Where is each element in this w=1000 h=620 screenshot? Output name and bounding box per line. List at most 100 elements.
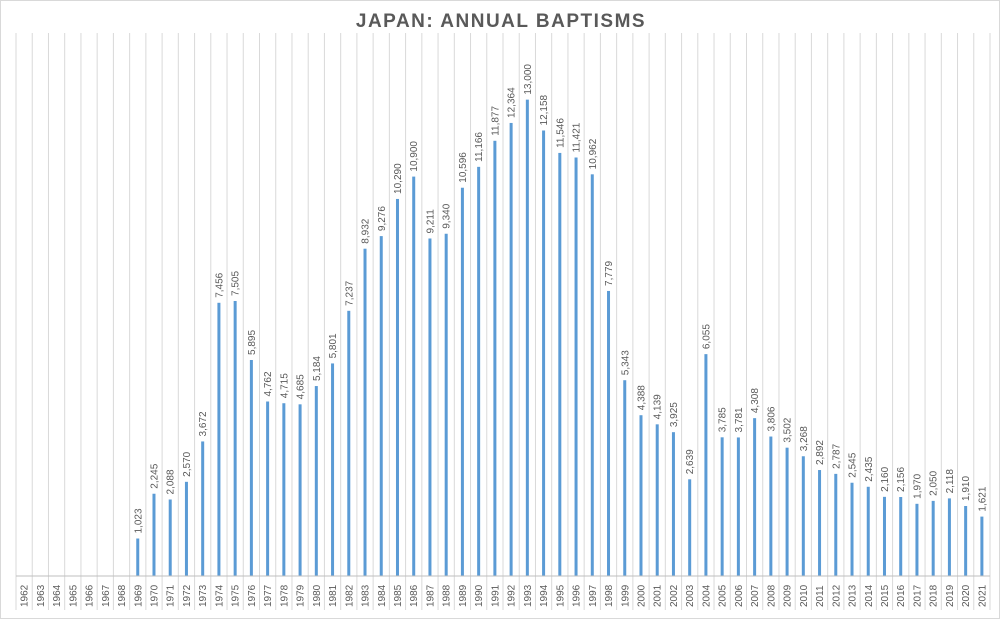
data-label: 10,900 <box>409 141 420 172</box>
data-labels: 1,023 2,245 2,088 2,570 3,672 7,456 7,505 5,895… <box>133 64 988 534</box>
data-label: 2,435 <box>864 456 875 481</box>
bar <box>347 310 351 576</box>
data-label: 4,139 <box>653 394 664 419</box>
data-label: 12,364 <box>507 87 518 118</box>
bar <box>623 380 627 576</box>
x-tick-label: 2010 <box>799 584 810 607</box>
bars <box>136 99 984 577</box>
bar <box>720 437 724 576</box>
data-label: 3,268 <box>799 426 810 451</box>
x-tick-label: 2011 <box>815 585 826 607</box>
bar <box>136 538 140 576</box>
x-tick-label: 2021 <box>977 584 988 607</box>
data-label: 3,781 <box>734 407 745 432</box>
x-tick-label: 1969 <box>133 584 144 607</box>
bar <box>152 493 156 576</box>
x-tick-label: 2008 <box>766 584 777 607</box>
data-label: 3,672 <box>198 411 209 436</box>
x-tick-label: 1994 <box>539 584 550 607</box>
bar <box>899 496 903 576</box>
x-tick-label: 1982 <box>344 584 355 607</box>
x-tick-label: 1962 <box>20 584 31 607</box>
bar <box>395 198 399 576</box>
bar <box>477 166 481 576</box>
data-label: 5,895 <box>247 330 258 355</box>
data-label: 3,502 <box>783 417 794 442</box>
x-tick-label: 2016 <box>896 584 907 607</box>
x-tick-label: 1984 <box>377 584 388 607</box>
bar <box>542 130 546 576</box>
bar <box>850 482 854 576</box>
x-tick-label: 2003 <box>685 584 696 607</box>
x-tick-label: 2004 <box>701 584 712 607</box>
data-label: 12,158 <box>539 94 550 125</box>
data-label: 4,685 <box>296 374 307 399</box>
x-tick-label: 1999 <box>620 584 631 607</box>
data-label: 3,806 <box>766 406 777 431</box>
bar <box>801 456 805 576</box>
bar <box>493 140 497 576</box>
bar <box>184 481 188 576</box>
x-tick-label: 1970 <box>149 584 160 607</box>
x-tick-label: 1995 <box>555 584 566 607</box>
bar <box>558 152 562 576</box>
x-tick-label: 1988 <box>442 584 453 607</box>
x-tick-label: 2012 <box>831 584 842 607</box>
x-tick-label: 2007 <box>750 584 761 607</box>
x-tick-label: 2006 <box>734 584 745 607</box>
bar <box>736 437 740 576</box>
x-tick-label: 1972 <box>182 584 193 607</box>
data-label: 2,787 <box>831 443 842 468</box>
bar <box>688 479 692 576</box>
x-tick-label: 1977 <box>263 584 274 607</box>
x-tick-label: 1987 <box>425 584 436 607</box>
bar <box>363 248 367 576</box>
data-label: 1,023 <box>133 508 144 533</box>
bar <box>201 441 205 576</box>
data-label: 10,596 <box>458 152 469 183</box>
data-label: 7,505 <box>231 271 242 296</box>
data-label: 10,962 <box>588 138 599 169</box>
data-label: 11,166 <box>474 132 485 162</box>
bar <box>574 157 578 576</box>
data-label: 2,545 <box>848 452 859 477</box>
data-label: 6,055 <box>701 324 712 349</box>
data-label: 4,388 <box>636 385 647 410</box>
x-tick-label: 2014 <box>864 584 875 607</box>
x-tick-label: 2005 <box>718 584 729 607</box>
x-tick-label: 1965 <box>68 584 79 607</box>
bar <box>639 415 643 576</box>
data-label: 3,785 <box>718 407 729 432</box>
bar <box>331 363 335 576</box>
data-label: 8,932 <box>361 218 372 243</box>
x-tick-label: 1980 <box>312 584 323 607</box>
x-tick-label: 2019 <box>945 584 956 607</box>
data-label: 9,340 <box>442 203 453 228</box>
bar <box>769 436 773 576</box>
x-tick-label: 1971 <box>166 584 177 607</box>
x-tick-label: 1973 <box>198 584 209 607</box>
x-tick-label: 1979 <box>296 584 307 607</box>
bar <box>509 122 513 576</box>
x-tick-label: 1981 <box>328 584 339 607</box>
data-label: 11,877 <box>490 106 501 136</box>
bar <box>266 401 270 576</box>
gridlines <box>15 33 991 610</box>
data-label: 2,639 <box>685 449 696 474</box>
x-tick-label: 1993 <box>523 584 534 607</box>
bar <box>882 496 886 576</box>
data-label: 9,211 <box>425 209 436 234</box>
bar <box>460 187 464 576</box>
x-tick-label: 1998 <box>604 584 615 607</box>
bar <box>915 503 919 576</box>
bar <box>704 354 708 576</box>
x-tick-label: 2018 <box>929 584 940 607</box>
x-tick-labels: 1962 1963 1964 1965 1966 1967 1968 1969 1970 1971… <box>20 584 989 607</box>
x-tick-label: 1991 <box>490 584 501 607</box>
data-label: 5,184 <box>312 356 323 381</box>
x-tick-label: 1967 <box>101 584 112 607</box>
data-label: 7,779 <box>604 260 615 285</box>
bar <box>866 486 870 576</box>
